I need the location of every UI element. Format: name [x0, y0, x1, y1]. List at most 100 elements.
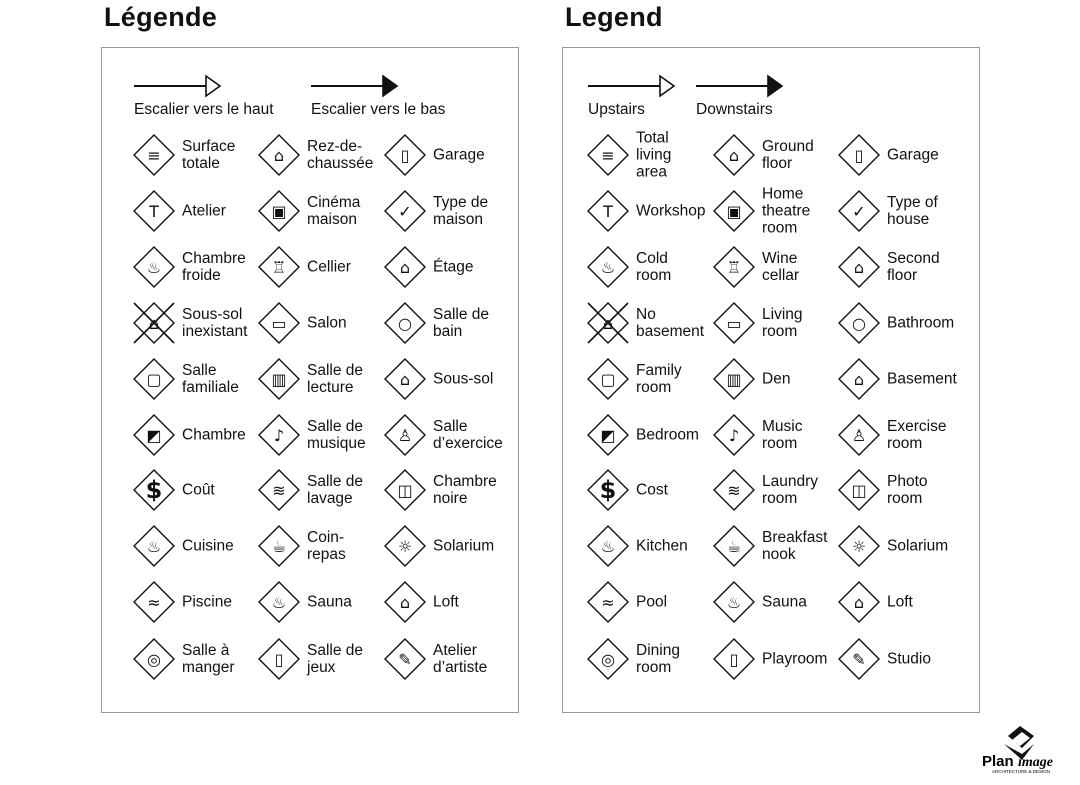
- legend-item: ☕ Breakfast nook: [712, 521, 837, 571]
- legend-item-label: Type of house: [887, 194, 938, 228]
- legend-item-label: Exercise room: [887, 418, 947, 452]
- loft-icon: ⌂: [384, 581, 426, 623]
- svg-text:♙: ♙: [398, 426, 412, 445]
- legend-item: ◎ Salle à manger: [132, 634, 257, 684]
- svg-text:♖: ♖: [727, 258, 741, 277]
- svg-text:▢: ▢: [146, 370, 161, 389]
- legend-item: ▢ Salle familiale: [132, 354, 257, 404]
- svg-text:▯: ▯: [275, 650, 284, 669]
- legend-item-label: Sous-sol: [433, 370, 494, 388]
- legend-item-label: Chambre noire: [433, 473, 497, 507]
- svg-text:⌂: ⌂: [274, 146, 284, 165]
- legend-item-label: Sauna: [307, 593, 352, 611]
- legend-item: ◩ Bedroom: [586, 410, 711, 460]
- no-basement-icon: ⌂: [133, 302, 175, 344]
- svg-text:▢: ▢: [600, 370, 615, 389]
- svg-text:⌂: ⌂: [854, 258, 864, 277]
- legend-item: ♖ Wine cellar: [712, 242, 837, 292]
- legend-item-label: Pool: [636, 593, 668, 611]
- legend-item: ♙ Exercise room: [837, 410, 962, 460]
- legend-item-label: Coin- repas: [307, 529, 346, 563]
- pot-icon: ♨: [587, 525, 629, 567]
- svg-text:♨: ♨: [727, 593, 741, 612]
- legend-item: ⌂ Étage: [383, 242, 508, 292]
- weightlifter-icon: ♙: [384, 414, 426, 456]
- legend-item: ♨ Sauna: [712, 577, 837, 627]
- legend-item: ⌂ Loft: [837, 577, 962, 627]
- svg-text:☼: ☼: [398, 537, 412, 556]
- legend-item-label: Music room: [762, 418, 803, 452]
- legend-item: ⌂No basement: [586, 298, 711, 348]
- svg-text:◩: ◩: [600, 426, 615, 445]
- svg-text:▯: ▯: [855, 146, 864, 165]
- legend-item: ≋ Salle de lavage: [257, 465, 382, 515]
- wine-icon: ♖: [258, 246, 300, 288]
- svg-text:≋: ≋: [272, 481, 285, 500]
- music-note-icon: ♪: [258, 414, 300, 456]
- svg-text:⌂: ⌂: [729, 146, 739, 165]
- legend-item: ▯ Salle de jeux: [257, 634, 382, 684]
- legend-item-label: Family room: [636, 362, 682, 396]
- legend-item-label: Den: [762, 370, 791, 388]
- sauna-icon: ♨: [713, 581, 755, 623]
- svg-text:≋: ≋: [727, 481, 740, 500]
- pot-icon: ♨: [133, 525, 175, 567]
- stairs-down-arrow-icon: [696, 74, 784, 98]
- legend-item-label: Garage: [433, 146, 485, 164]
- legend-item: ◎ Dining room: [586, 634, 711, 684]
- svg-text:♙: ♙: [852, 426, 866, 445]
- svg-text:☕: ☕: [272, 537, 286, 556]
- svg-text:$: $: [146, 476, 163, 504]
- legend-item: ○ Salle de bain: [383, 298, 508, 348]
- svg-text:♪: ♪: [729, 426, 739, 445]
- legend-item: ▭ Salon: [257, 298, 382, 348]
- thermometer-icon: ♨: [587, 246, 629, 288]
- legend-item: ♙ Salle d’exercice: [383, 410, 508, 460]
- hammer-icon: T: [587, 190, 629, 232]
- garage-icon: ▯: [384, 134, 426, 176]
- dollar-icon: $: [133, 469, 175, 511]
- legend-item: ○ Bathroom: [837, 298, 962, 348]
- house-check-icon: ✓: [384, 190, 426, 232]
- laundry-icon: ≋: [713, 469, 755, 511]
- legend-item: ✎ Atelier d’artiste: [383, 634, 508, 684]
- planimage-logo: Plan image ARCHITECTURE & DESIGN: [978, 722, 1073, 777]
- legend-panel: [101, 47, 519, 713]
- legend-item-label: Salon: [307, 314, 347, 332]
- legend-item-label: Atelier d’artiste: [433, 642, 488, 676]
- legend-item-label: Workshop: [636, 202, 706, 220]
- svg-text:T: T: [148, 202, 159, 221]
- svg-text:⌂: ⌂: [854, 370, 864, 389]
- svg-text:▣: ▣: [726, 202, 741, 221]
- legend-item: ⌂ Rez-de- chaussée: [257, 130, 382, 180]
- no-basement-icon: ⌂: [587, 302, 629, 344]
- legend-item: ✓ Type of house: [837, 186, 962, 236]
- svg-text:T: T: [602, 202, 613, 221]
- sun-icon: ☼: [384, 525, 426, 567]
- svg-text:♨: ♨: [272, 593, 286, 612]
- palette-icon: ✎: [384, 638, 426, 680]
- legend-item: $ Coût: [132, 465, 257, 515]
- bed-icon: ◩: [587, 414, 629, 456]
- svg-text:♨: ♨: [147, 537, 161, 556]
- svg-text:⌂: ⌂: [854, 593, 864, 612]
- legend-item: ♪ Music room: [712, 410, 837, 460]
- legend-item-label: Salle de lecture: [307, 362, 364, 396]
- legend-item-label: Solarium: [433, 537, 495, 555]
- legend-title: Legend: [565, 2, 663, 32]
- svg-text:▭: ▭: [726, 314, 741, 333]
- svg-text:♨: ♨: [147, 258, 161, 277]
- legend-item-label: Salle de musique: [307, 418, 366, 452]
- coffee-cup-icon: ☕: [713, 525, 755, 567]
- legend-item-label: Salle familiale: [182, 362, 239, 396]
- legend-item: ✎ Studio: [837, 634, 962, 684]
- legend-item: ⌂ Sous-sol: [383, 354, 508, 404]
- svg-text:◫: ◫: [851, 481, 866, 500]
- loft-icon: ⌂: [838, 581, 880, 623]
- svg-text:◎: ◎: [601, 650, 615, 669]
- legend-item-label: Loft: [887, 593, 913, 611]
- legend-item: ▯ Garage: [383, 130, 508, 180]
- hammer-icon: T: [133, 190, 175, 232]
- legend-item: ♨ Chambre froide: [132, 242, 257, 292]
- legend-item-label: Total living area: [636, 129, 672, 181]
